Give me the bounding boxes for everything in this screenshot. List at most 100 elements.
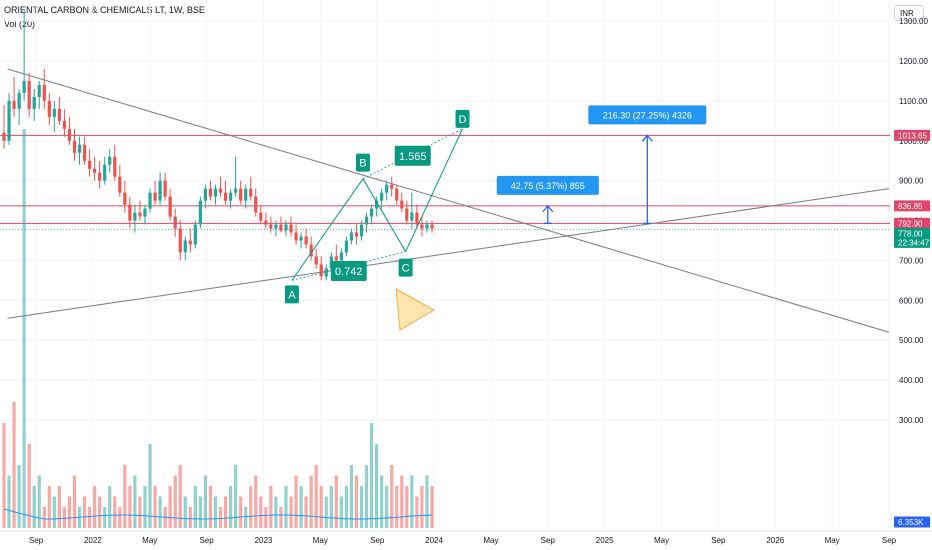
candle (133, 204, 137, 233)
candle (118, 164, 122, 197)
volume-bar (314, 465, 318, 528)
candle (7, 92, 11, 145)
candle (138, 200, 142, 221)
candle (249, 176, 253, 201)
candle (319, 256, 323, 281)
volume-bar (380, 475, 384, 528)
candle-body (420, 224, 424, 229)
y-tick-label: 300.00 (899, 416, 924, 425)
candle (314, 248, 318, 269)
volume-bar (259, 496, 263, 528)
candle-body (103, 164, 107, 181)
candle-body (22, 80, 26, 93)
candle (37, 80, 41, 109)
candle (108, 148, 112, 173)
candle-body (289, 224, 293, 233)
candle-body (148, 192, 152, 209)
candle (168, 188, 172, 221)
x-tick-label: May (654, 536, 669, 545)
candle-body (37, 84, 41, 97)
volume-bar (354, 475, 359, 528)
pattern-leg-bc (362, 178, 407, 252)
candle (223, 180, 228, 205)
candle (380, 188, 384, 209)
candle-body (410, 212, 414, 221)
volume-bar (123, 465, 127, 528)
candle (309, 236, 313, 261)
candle-body (364, 216, 369, 225)
volume-bar (7, 475, 11, 528)
pattern-point-label: C (402, 263, 410, 275)
y-tick-label: 1300.00 (899, 17, 928, 26)
volume-bar (183, 496, 187, 528)
candle (143, 204, 147, 225)
candle-body (57, 108, 61, 121)
volume-bar (329, 486, 333, 528)
x-tick-label: 2024 (425, 536, 443, 545)
y-tick-label: 900.00 (899, 177, 924, 186)
pattern-point-label: A (288, 289, 296, 301)
volume-bar (218, 507, 223, 528)
volume-bar (32, 486, 36, 528)
x-tick-label: 2025 (596, 536, 614, 545)
candle-body (294, 232, 298, 241)
pattern-leg-cd (405, 128, 463, 252)
candle-body (188, 240, 192, 245)
candle-body (354, 232, 359, 237)
candle (264, 212, 268, 229)
candle-body (2, 132, 6, 141)
volume-bar (274, 496, 278, 528)
volume-bar (304, 496, 308, 528)
y-axis: 1400.001300.001200.001100.001000.00900.0… (894, 17, 930, 528)
candle (2, 104, 6, 149)
candle-body (12, 100, 16, 109)
candle-body (359, 224, 364, 237)
candle-body (32, 96, 36, 109)
candle (158, 172, 162, 205)
candle (72, 128, 77, 161)
volume-bar (138, 496, 142, 528)
xabcd-pattern: A B C D 0.742 1.565 (284, 109, 470, 331)
candle (234, 156, 238, 197)
volume-bar (425, 475, 429, 528)
volume-bar (234, 465, 238, 528)
candle-body (82, 144, 87, 161)
volume-bar (88, 507, 92, 528)
candle-body (390, 184, 394, 189)
candle (259, 204, 263, 225)
candle (364, 212, 369, 233)
currency-button[interactable]: INR (894, 5, 924, 21)
y-tick-label: 500.00 (899, 336, 924, 345)
x-tick-label: Sep (541, 536, 556, 545)
volume-bar (52, 496, 56, 528)
pattern-point-badge (284, 285, 299, 304)
candle (123, 180, 127, 213)
pattern-ratio-badge (330, 261, 367, 282)
candle-body (213, 188, 218, 197)
volume-bar (173, 475, 177, 528)
candle-body (208, 188, 213, 197)
volume-bar (405, 486, 409, 528)
x-tick-label: Sep (882, 536, 897, 545)
candle (208, 180, 213, 201)
candle (425, 220, 429, 233)
pattern-ratio-label: 1.565 (399, 151, 427, 163)
candle-body (173, 216, 177, 229)
x-tick-label: May (142, 536, 157, 545)
candle-body (339, 252, 343, 261)
volume-bar (208, 486, 213, 528)
measure-label: 216.30 (27.25%) 4326 (603, 110, 692, 120)
candle (198, 196, 202, 229)
candle-body (385, 184, 389, 193)
candle (93, 156, 97, 181)
pattern-point-badge (455, 109, 470, 128)
volume-bar (143, 486, 147, 528)
candle (420, 216, 424, 237)
candle-body (269, 224, 273, 229)
volume-bar (284, 486, 288, 528)
candle (17, 88, 21, 125)
candle (284, 220, 288, 237)
candle (82, 136, 87, 165)
candle (12, 76, 16, 117)
